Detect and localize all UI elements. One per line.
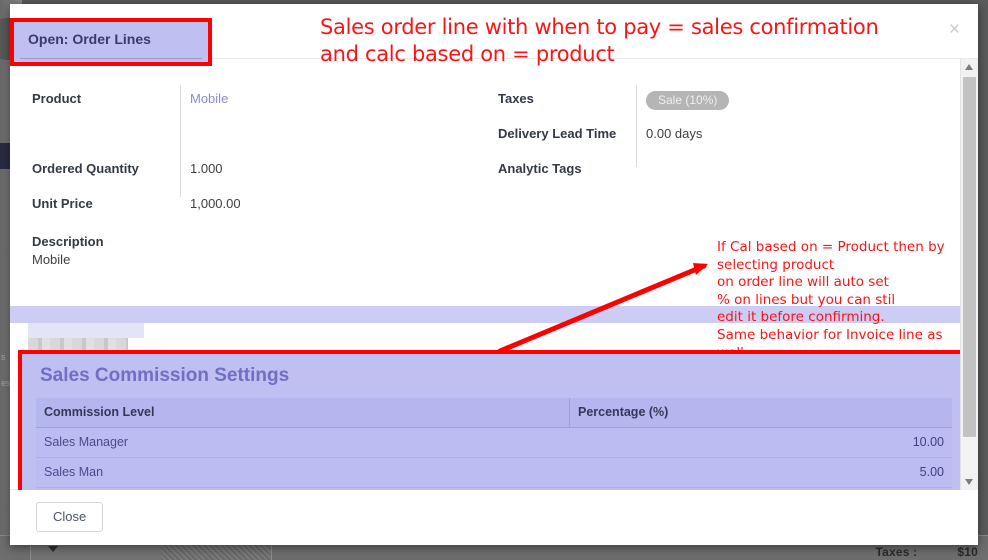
field-product: Product Mobile — [32, 91, 472, 126]
commission-panel-title: Sales Commission Settings — [40, 365, 290, 386]
cell-percentage[interactable]: 5.00 — [569, 457, 952, 488]
chevron-down-icon[interactable] — [48, 546, 58, 552]
field-taxes-value[interactable]: Sale (10%) — [646, 91, 730, 110]
table-row[interactable]: Sales Manager 10.00 — [36, 427, 952, 458]
field-unit-price-label: Unit Price — [32, 196, 93, 211]
field-product-label: Product — [32, 91, 82, 106]
field-delivery-lead-time-label: Delivery Lead Time — [498, 126, 617, 141]
commission-table-header-row: Commission Level Percentage (%) — [36, 398, 952, 428]
sales-commission-settings-panel: Sales Commission Settings Commission Lev… — [18, 350, 970, 490]
annotation-title-text: Sales order line with when to pay = sale… — [320, 15, 879, 66]
background-taxes-total: Taxes : $10 — [876, 545, 979, 559]
field-unit-price-value[interactable]: 1,000.00 — [190, 196, 241, 211]
field-ordered-quantity-value[interactable]: 1.000 — [190, 161, 223, 176]
field-taxes: Taxes Sale (10%) — [498, 91, 918, 126]
field-analytic-tags: Analytic Tags — [498, 161, 918, 196]
order-lines-modal: Open: Order Lines Sales order line with … — [10, 4, 978, 545]
scroll-up-arrow-icon[interactable] — [961, 59, 978, 75]
field-taxes-label: Taxes — [498, 91, 534, 106]
modal-scrollbar[interactable] — [960, 59, 978, 490]
backdrop-ghost-text-2: es — [1, 378, 11, 388]
modal-title-highlight-box: Open: Order Lines — [10, 18, 212, 66]
form-column-left-divider — [180, 85, 181, 197]
description-block: Description Mobile — [32, 234, 962, 267]
cell-percentage[interactable]: 1.00 — [569, 487, 952, 490]
description-label: Description — [32, 234, 104, 249]
backdrop-navy-marker — [0, 143, 12, 169]
background-taxes-label: Taxes : — [875, 545, 918, 559]
table-row[interactable]: Sales Man 5.00 — [36, 457, 952, 488]
cell-commission-level[interactable]: Callcenter Agent — [36, 487, 570, 490]
background-taxes-amount: $10 — [957, 545, 978, 559]
modal-header: Open: Order Lines Sales order line with … — [10, 4, 978, 66]
modal-title: Open: Order Lines — [28, 31, 151, 47]
modal-body: Product Mobile Ordered Quantity 1.000 Un… — [10, 59, 978, 490]
cell-percentage[interactable]: 10.00 — [569, 427, 952, 458]
field-unit-price: Unit Price 1,000.00 — [32, 196, 472, 231]
cell-commission-level[interactable]: Sales Manager — [36, 427, 570, 458]
description-placeholder-line-2 — [28, 338, 128, 351]
table-row[interactable]: Callcenter Agent 1.00 — [36, 487, 952, 490]
field-delivery-lead-time-value[interactable]: 0.00 days — [646, 126, 703, 141]
backdrop-ghost-text-1: s — [1, 352, 6, 362]
form-column-right: Taxes Sale (10%) Delivery Lead Time 0.00… — [498, 85, 918, 196]
close-button[interactable]: Close — [36, 502, 104, 532]
column-header-commission-level[interactable]: Commission Level — [36, 398, 570, 428]
text-selection-band — [10, 306, 978, 323]
column-header-percentage[interactable]: Percentage (%) — [569, 398, 952, 428]
field-ordered-quantity: Ordered Quantity 1.000 — [32, 161, 472, 196]
close-icon[interactable]: × — [948, 19, 960, 40]
field-product-value[interactable]: Mobile — [190, 91, 229, 106]
modal-title-underline — [20, 58, 202, 59]
annotation-right-text: If Cal based on = Product then by select… — [717, 239, 945, 361]
modal-footer: Close — [10, 489, 978, 545]
field-delivery-lead-time: Delivery Lead Time 0.00 days — [498, 126, 918, 161]
scrollbar-thumb[interactable] — [963, 77, 976, 437]
cell-commission-level[interactable]: Sales Man — [36, 457, 570, 488]
form-column-right-divider — [636, 85, 637, 167]
form-column-left: Product Mobile Ordered Quantity 1.000 Un… — [32, 85, 472, 231]
description-value[interactable]: Mobile — [32, 252, 71, 267]
scroll-down-arrow-icon[interactable] — [961, 474, 978, 490]
field-analytic-tags-label: Analytic Tags — [498, 161, 582, 176]
description-placeholder-line-1 — [28, 323, 144, 338]
commission-table: Commission Level Percentage (%) Sales Ma… — [36, 398, 952, 490]
field-ordered-quantity-label: Ordered Quantity — [32, 161, 139, 176]
field-spacer — [32, 126, 472, 161]
tax-tag-badge[interactable]: Sale (10%) — [646, 91, 730, 110]
